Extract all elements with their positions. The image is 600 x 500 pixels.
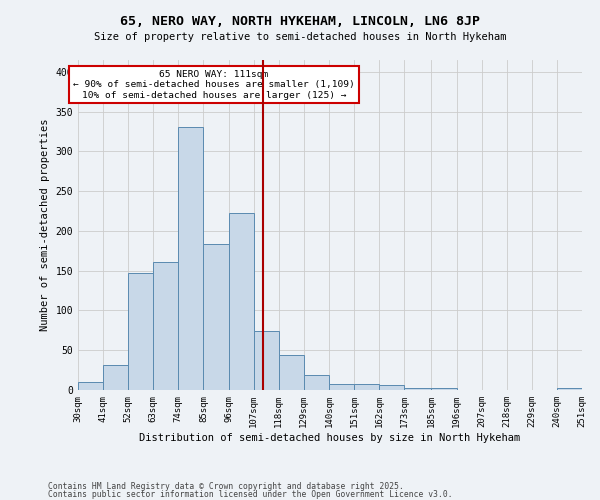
Bar — [229, 212, 254, 390]
Bar — [379, 385, 404, 390]
Bar — [431, 388, 457, 390]
Bar — [103, 364, 128, 390]
Bar — [557, 388, 582, 390]
Bar — [128, 273, 153, 390]
Y-axis label: Number of semi-detached properties: Number of semi-detached properties — [40, 118, 50, 331]
Text: 65, NERO WAY, NORTH HYKEHAM, LINCOLN, LN6 8JP: 65, NERO WAY, NORTH HYKEHAM, LINCOLN, LN… — [120, 15, 480, 28]
Bar — [329, 384, 354, 390]
Text: 65 NERO WAY: 111sqm
← 90% of semi-detached houses are smaller (1,109)
10% of sem: 65 NERO WAY: 111sqm ← 90% of semi-detach… — [73, 70, 355, 100]
Bar — [178, 127, 203, 390]
Bar — [254, 331, 278, 390]
Bar — [304, 375, 329, 390]
Bar — [153, 262, 178, 390]
X-axis label: Distribution of semi-detached houses by size in North Hykeham: Distribution of semi-detached houses by … — [139, 432, 521, 442]
Text: Contains HM Land Registry data © Crown copyright and database right 2025.: Contains HM Land Registry data © Crown c… — [48, 482, 404, 491]
Bar — [354, 384, 379, 390]
Bar — [278, 355, 304, 390]
Bar — [203, 244, 229, 390]
Text: Size of property relative to semi-detached houses in North Hykeham: Size of property relative to semi-detach… — [94, 32, 506, 42]
Bar — [78, 382, 103, 390]
Bar — [404, 388, 431, 390]
Text: Contains public sector information licensed under the Open Government Licence v3: Contains public sector information licen… — [48, 490, 452, 499]
